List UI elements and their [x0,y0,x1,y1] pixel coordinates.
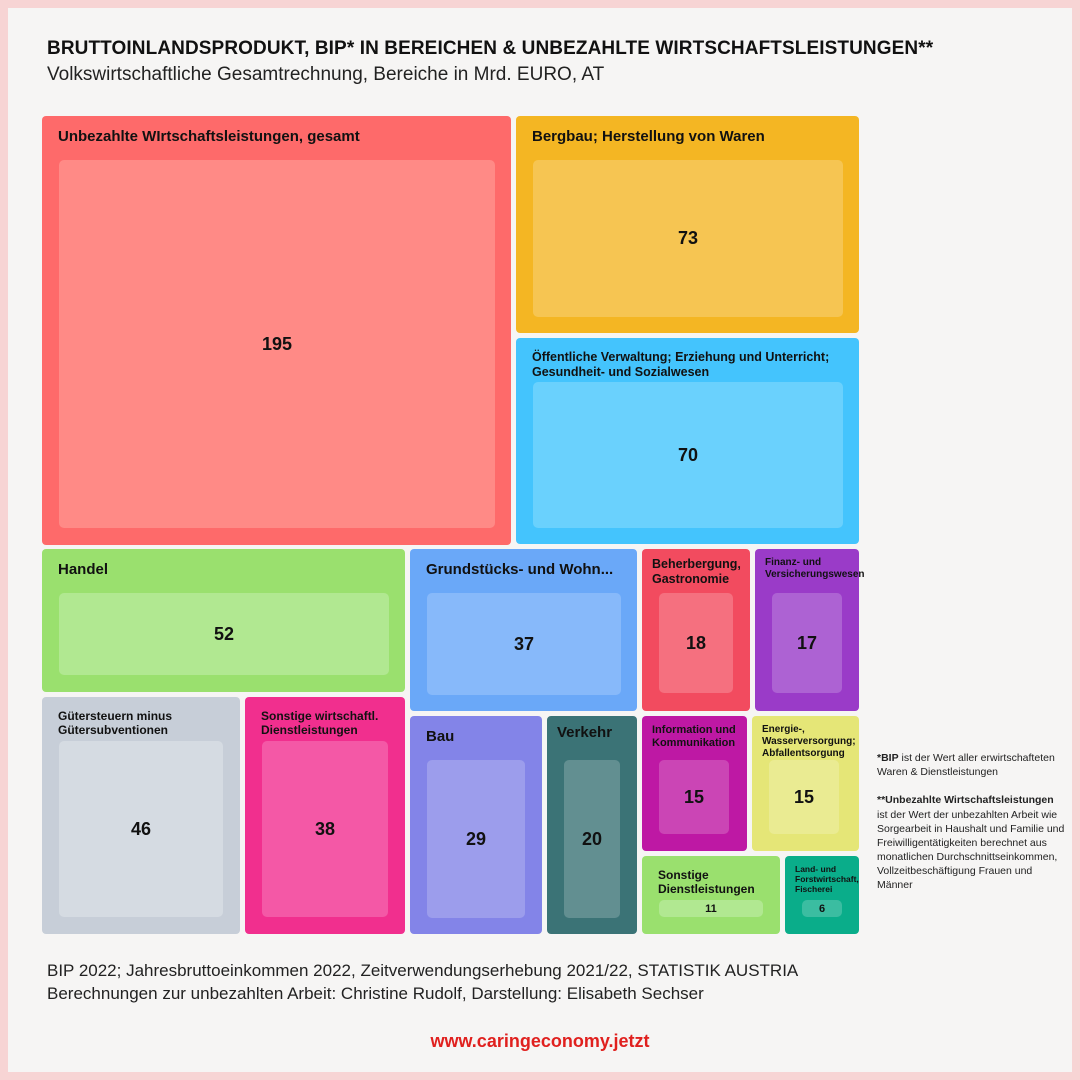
tile-label: Bergbau; Herstellung von Waren [532,128,765,145]
tile-value: 11 [705,902,717,915]
tile-value-box: 46 [59,741,223,917]
tile-label: Sonstige wirtschaftl. Dienstleistungen [261,709,379,738]
treemap-tile-land-und-forstwirtschaft-fischerei: Land- und Forstwirtschaft, Fischerei 6 [785,856,859,934]
tile-value-box: 29 [427,760,525,918]
tile-value-box: 17 [772,593,842,693]
poster-frame: BRUTTOINLANDSPRODUKT, BIP* IN BEREICHEN … [8,8,1072,1072]
source-text: BIP 2022; Jahresbruttoeinkommen 2022, Ze… [47,960,798,1006]
footnote-unpaid: **Unbezahlte Wirtschaftsleistungen ist d… [877,793,1067,892]
tile-value: 70 [677,444,699,465]
tile-value-box: 73 [533,160,843,317]
footnotes: *BIP ist der Wert aller erwirtschafteten… [877,751,1067,907]
tile-value: 29 [465,828,487,849]
tile-label: Verkehr [557,724,613,741]
tile-value-box: 70 [533,382,843,528]
tile-value: 15 [683,786,705,807]
tile-value-box: 11 [659,900,763,917]
footnote-unpaid-term: **Unbezahlte Wirtschaftsleistungen [877,794,1054,807]
footnote-bip-term: *BIP [877,752,899,764]
tile-value: 37 [513,633,535,654]
chart-subtitle: Volkswirtschaftliche Gesamtrechnung, Ber… [47,64,605,85]
tile-label: Unbezahlte WIrtschaftsleistungen, gesamt [58,128,360,145]
treemap-tile-guetersteuern-minus-guetersubventionen: Gütersteuern minus Gütersubventionen 46 [42,697,240,934]
tile-value: 15 [793,786,815,807]
tile-value-box: 38 [262,741,388,917]
tile-label: Gütersteuern minus Gütersubventionen [58,709,173,738]
treemap-tile-grundstuecks-und-wohn: Grundstücks- und Wohn... 37 [410,549,637,711]
footnote-bip: *BIP ist der Wert aller erwirtschafteten… [877,751,1067,779]
treemap-tile-unbezahlte-wirtschaftsleistungen-gesamt: Unbezahlte WIrtschaftsleistungen, gesamt… [42,116,511,545]
tile-value: 52 [213,623,235,644]
tile-label: Sonstige Dienstleistungen [658,868,755,897]
source-line-1: BIP 2022; Jahresbruttoeinkommen 2022, Ze… [47,961,799,980]
tile-value-box: 15 [769,760,839,834]
tile-value-box: 15 [659,760,729,834]
tile-label: Beherbergung, Gastronomie [652,557,741,586]
treemap-tile-handel: Handel 52 [42,549,405,692]
tile-value-box: 18 [659,593,733,693]
tile-value-box: 52 [59,593,389,675]
chart-title: BRUTTOINLANDSPRODUKT, BIP* IN BEREICHEN … [47,38,934,59]
treemap-tile-sonstige-dienstleistungen: Sonstige Dienstleistungen 11 [642,856,780,934]
tile-value: 73 [677,228,699,248]
tile-label: Öffentliche Verwaltung; Erziehung und Un… [532,350,830,379]
source-line-2: Berechnungen zur unbezahlten Arbeit: Chr… [47,983,704,1003]
treemap-tile-beherbergung-gastronomie: Beherbergung, Gastronomie 18 [642,549,750,711]
treemap-tile-bau: Bau 29 [410,716,542,934]
treemap-tile-sonstige-wirtschaftl-dienstleistungen: Sonstige wirtschaftl. Dienstleistungen 38 [245,697,405,934]
tile-label: Finanz- und Versicherungswesen [765,557,865,580]
tile-value: 38 [314,818,336,839]
tile-label: Land- und Forstwirtschaft, Fischerei [795,864,859,895]
tile-label: Handel [58,561,109,578]
tile-value-box: 6 [802,900,842,917]
tile-value: 195 [261,333,293,354]
tile-value-box: 195 [59,160,495,528]
tile-value: 6 [818,902,826,915]
tile-value: 17 [796,632,818,653]
footnote-bip-text: ist der Wert aller erwirtschafteten Ware… [877,752,1055,779]
tile-label: Grundstücks- und Wohn... [426,561,614,578]
treemap-tile-oeffentliche-verwaltung-erziehung-und-un: Öffentliche Verwaltung; Erziehung und Un… [516,338,859,544]
tile-value: 20 [581,828,603,849]
tile-label: Energie-, Wasserversorgung; Abfallentsor… [762,724,856,759]
treemap-tile-information-und-kommunikation: Information und Kommunikation 15 [642,716,747,851]
website-link[interactable]: www.caringeconomy.jetzt [430,1031,650,1051]
treemap-tile-energie-wasserversorgung-abfallentsorgun: Energie-, Wasserversorgung; Abfallentsor… [752,716,859,851]
tile-value-box: 20 [564,760,620,918]
treemap-tile-bergbau-herstellung-von-waren: Bergbau; Herstellung von Waren 73 [516,116,859,333]
tile-value: 46 [130,818,152,839]
treemap-tile-verkehr: Verkehr 20 [547,716,637,934]
tile-label: Information und Kommunikation [652,724,736,749]
footnote-unpaid-text: ist der Wert der unbezahlten Arbeit wie … [877,808,1065,892]
tile-value: 18 [685,632,707,653]
tile-value-box: 37 [427,593,621,695]
tile-label: Bau [426,728,455,745]
treemap-tile-finanz-und-versicherungswesen: Finanz- und Versicherungswesen 17 [755,549,865,711]
